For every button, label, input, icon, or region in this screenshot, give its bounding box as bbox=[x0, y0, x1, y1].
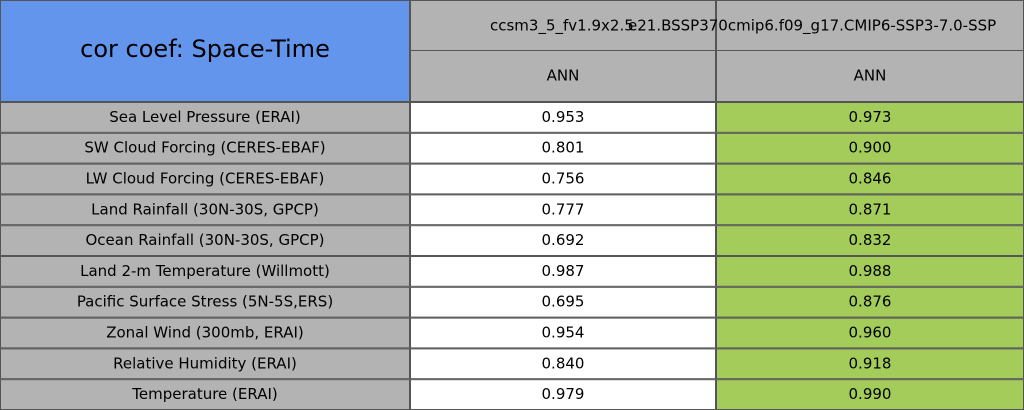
value-cell bbox=[716, 102, 1024, 133]
row-label: Ocean Rainfall (30N-30S, GPCP) bbox=[85, 231, 324, 249]
row-label-cell bbox=[0, 225, 410, 256]
value: 0.876 bbox=[849, 293, 892, 311]
value: 0.777 bbox=[542, 200, 585, 218]
value-cell bbox=[410, 163, 716, 195]
value: 0.960 bbox=[849, 324, 892, 342]
period-header-cell bbox=[410, 50, 716, 102]
column-period: ANN bbox=[547, 67, 580, 85]
value-cell bbox=[410, 348, 716, 380]
value: 0.918 bbox=[849, 354, 892, 372]
row-label-cell bbox=[0, 194, 410, 226]
value: 0.695 bbox=[542, 293, 585, 311]
title-cell bbox=[0, 0, 410, 102]
row-label: Relative Humidity (ERAI) bbox=[113, 354, 297, 372]
value-cell bbox=[410, 317, 716, 349]
value: 0.692 bbox=[542, 231, 585, 249]
row-label: Temperature (ERAI) bbox=[131, 385, 277, 403]
column-name: e21.BSSP370cmip6.f09_g17.CMIP6-SSP3-7.0-… bbox=[628, 17, 996, 36]
row-label-cell bbox=[0, 256, 410, 287]
value: 0.756 bbox=[542, 170, 585, 188]
row-label: SW Cloud Forcing (CERES-EBAF) bbox=[84, 139, 325, 157]
row-label: Pacific Surface Stress (5N-5S,ERS) bbox=[77, 293, 333, 311]
period-header-cell bbox=[716, 50, 1024, 102]
value-cell bbox=[716, 317, 1024, 349]
value-cell bbox=[716, 256, 1024, 287]
value: 0.832 bbox=[849, 231, 892, 249]
value-cell bbox=[410, 194, 716, 226]
row-label: Zonal Wind (300mb, ERAI) bbox=[106, 324, 304, 342]
value-cell bbox=[410, 286, 716, 318]
value: 0.900 bbox=[849, 139, 892, 157]
row-label: Land Rainfall (30N-30S, GPCP) bbox=[91, 200, 319, 218]
column-name: ccsm3_5_fv1.9x2.5 bbox=[490, 17, 634, 36]
value: 0.954 bbox=[542, 324, 585, 342]
row-label-cell bbox=[0, 163, 410, 195]
row-label-cell bbox=[0, 379, 410, 410]
value-cell bbox=[410, 132, 716, 164]
column-header-cell bbox=[716, 0, 1024, 51]
row-label-cell bbox=[0, 348, 410, 380]
value: 0.871 bbox=[849, 200, 892, 218]
value-cell bbox=[716, 163, 1024, 195]
value: 0.988 bbox=[849, 262, 892, 280]
row-label-cell bbox=[0, 317, 410, 349]
value-cell bbox=[410, 256, 716, 287]
value-cell bbox=[716, 194, 1024, 226]
row-label-cell bbox=[0, 132, 410, 164]
table-title: cor coef: Space-Time bbox=[80, 35, 330, 63]
value: 0.973 bbox=[849, 108, 892, 126]
row-label: Sea Level Pressure (ERAI) bbox=[109, 108, 301, 126]
value-cell bbox=[410, 225, 716, 256]
row-label-cell bbox=[0, 286, 410, 318]
value: 0.801 bbox=[542, 139, 585, 157]
column-header-cell bbox=[410, 0, 716, 51]
value: 0.990 bbox=[849, 385, 892, 403]
value: 0.846 bbox=[849, 170, 892, 188]
row-label: LW Cloud Forcing (CERES-EBAF) bbox=[86, 170, 325, 188]
row-label-cell bbox=[0, 102, 410, 133]
row-label: Land 2-m Temperature (Willmott) bbox=[80, 262, 330, 280]
value: 0.953 bbox=[542, 108, 585, 126]
value: 0.979 bbox=[542, 385, 585, 403]
value-cell bbox=[410, 102, 716, 133]
value: 0.987 bbox=[542, 262, 585, 280]
value-cell bbox=[716, 225, 1024, 256]
column-period: ANN bbox=[854, 67, 887, 85]
value: 0.840 bbox=[542, 354, 585, 372]
